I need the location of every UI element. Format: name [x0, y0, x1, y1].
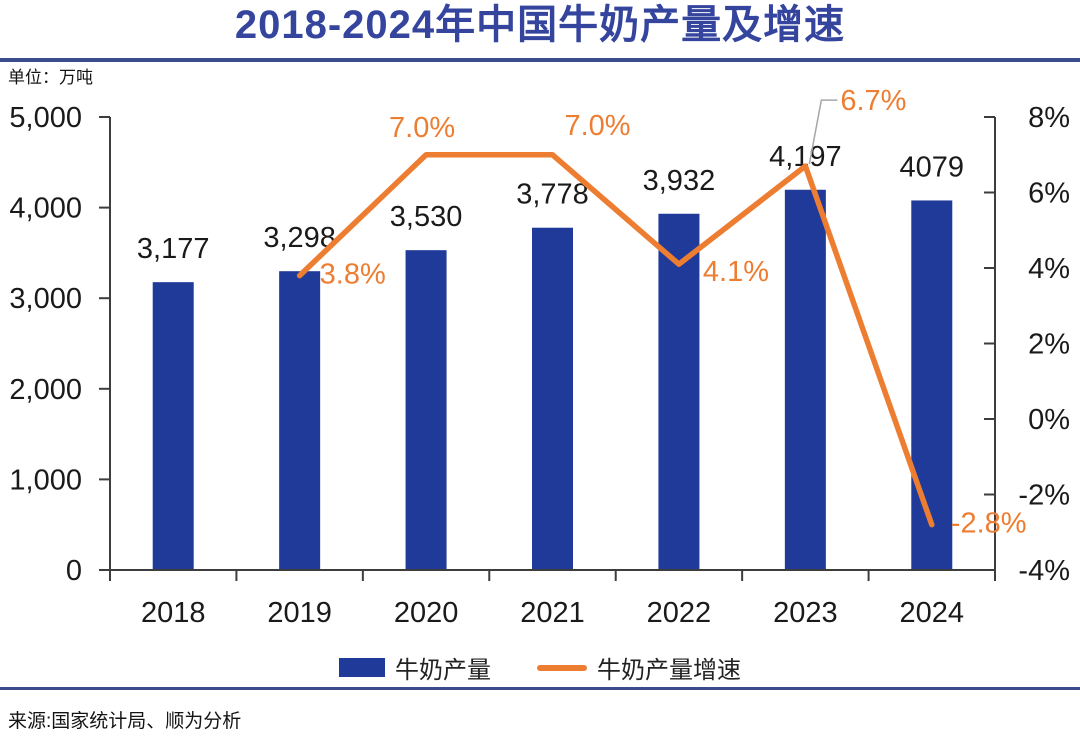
left-axis-tick-label: 2,000: [9, 374, 82, 406]
x-axis-label-2018: 2018: [141, 597, 206, 629]
unit-label: 单位：万吨: [8, 68, 93, 87]
bar-2020: [405, 250, 447, 570]
x-axis-label-2023: 2023: [773, 597, 838, 629]
right-axis-tick-label: -4%: [1018, 555, 1070, 587]
bar-value-label-2022: 3,932: [643, 165, 716, 197]
right-axis-tick-label: 6%: [1028, 178, 1070, 210]
growth-line: [296, 152, 935, 528]
source-note: 来源:国家统计局、顺为分析: [8, 711, 242, 732]
top-divider: [0, 58, 1080, 62]
x-axis-label-2021: 2021: [520, 597, 585, 629]
bar-swatch-icon: [339, 658, 385, 677]
bar-2024: [911, 200, 953, 570]
bar-2018: [152, 282, 194, 570]
bottom-divider: [0, 687, 1080, 690]
legend-item-growth: 牛奶产量增速: [537, 650, 741, 685]
bar-2022: [658, 213, 700, 570]
bar-2021: [532, 227, 573, 570]
x-axis-label-2022: 2022: [647, 597, 712, 629]
chart-legend: 牛奶产量 牛奶产量增速: [0, 650, 1080, 685]
line-swatch-icon: [537, 664, 587, 671]
growth-value-label-2020: 7.0%: [389, 112, 455, 144]
bar-value-label-2024: 4079: [900, 151, 965, 183]
bar-2023: [784, 189, 826, 570]
chart-title: 2018-2024年中国牛奶产量及增速: [234, 3, 846, 47]
x-axis-label-2019: 2019: [267, 597, 332, 629]
legend-label-production: 牛奶产量: [395, 657, 491, 684]
right-axis-tick-label: 0%: [1028, 404, 1070, 436]
growth-value-label-2024: -2.8%: [951, 508, 1027, 540]
callout-leader-line: [808, 99, 838, 165]
growth-value-label-2023: 6.7%: [840, 85, 906, 117]
left-axis-tick-label: 4,000: [9, 193, 82, 225]
left-axis-tick-label: 0: [66, 555, 82, 587]
right-axis-tick-label: 8%: [1028, 102, 1070, 134]
growth-value-label-2022: 4.1%: [703, 256, 769, 288]
right-axis-tick-label: -2%: [1018, 480, 1070, 512]
legend-label-growth: 牛奶产量增速: [597, 657, 741, 684]
x-axis-label-2020: 2020: [394, 597, 459, 629]
bar-value-label-2021: 3,778: [516, 179, 589, 211]
left-axis-tick-label: 3,000: [9, 283, 82, 315]
bar-value-label-2018: 3,177: [137, 233, 210, 265]
bar-2019: [279, 271, 321, 570]
left-axis-tick-label: 1,000: [9, 464, 82, 496]
growth-value-label-2019: 3.8%: [320, 259, 386, 291]
bar-value-label-2020: 3,530: [390, 201, 463, 233]
right-axis-tick-label: 4%: [1028, 253, 1070, 285]
left-axis-tick-label: 5,000: [9, 102, 82, 134]
right-axis-tick-label: 2%: [1028, 329, 1070, 361]
x-axis-label-2024: 2024: [900, 597, 965, 629]
growth-value-label-2021: 7.0%: [564, 110, 630, 142]
legend-item-production: 牛奶产量: [339, 650, 491, 685]
